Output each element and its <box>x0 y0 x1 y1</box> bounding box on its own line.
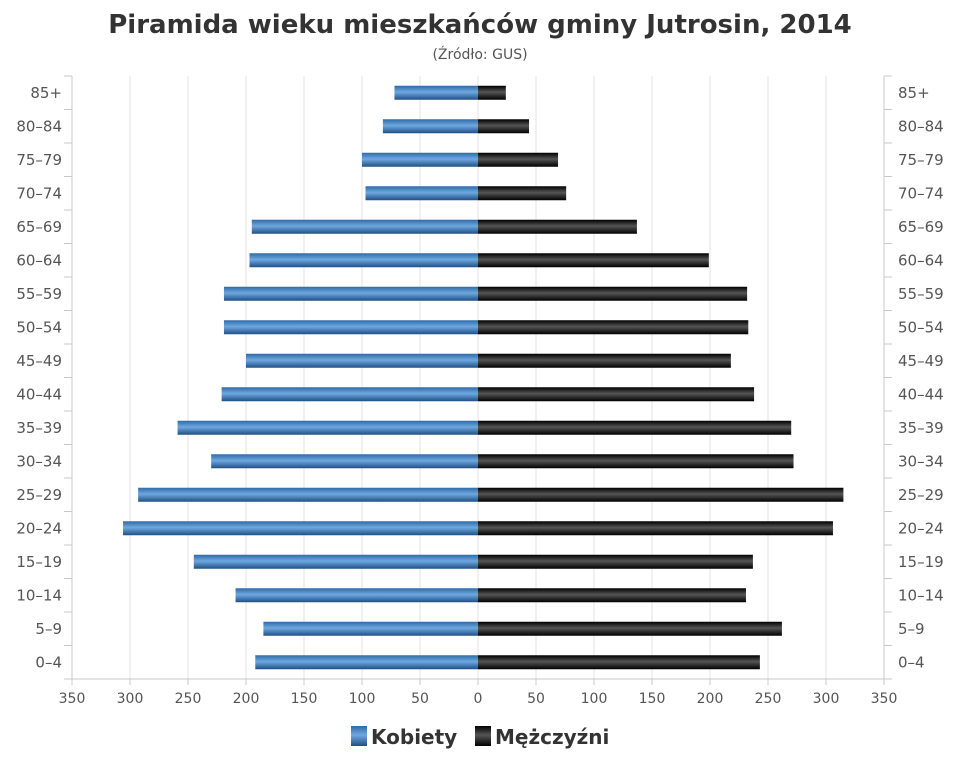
bar-kobiety-45-49 <box>246 353 478 368</box>
bar-mezczyzni-50-54 <box>478 320 749 335</box>
y-tick-label-right: 60–64 <box>898 251 944 269</box>
bar-kobiety-65-69 <box>251 219 478 234</box>
y-tick-label-left: 40–44 <box>16 385 62 403</box>
bars <box>123 85 844 670</box>
x-tick-label: 350 <box>871 691 898 707</box>
y-tick-label-right: 70–74 <box>898 184 944 202</box>
y-tick-label-left: 55–59 <box>16 285 62 303</box>
bar-kobiety-60-64 <box>249 253 478 268</box>
x-tick-label: 250 <box>175 691 202 707</box>
bar-kobiety-0-4 <box>255 655 478 670</box>
y-tick-label-right: 0–4 <box>898 653 925 671</box>
y-tick-label-right: 5–9 <box>898 620 925 638</box>
y-tick-label-right: 65–69 <box>898 218 944 236</box>
y-tick-label-left: 65–69 <box>16 218 62 236</box>
y-tick-label-right: 30–34 <box>898 452 944 470</box>
y-tick-label-left: 20–24 <box>16 519 62 537</box>
bar-mezczyzni-25-29 <box>478 487 844 502</box>
bar-kobiety-50-54 <box>223 320 478 335</box>
bar-mezczyzni-65-69 <box>478 219 637 234</box>
bar-kobiety-15-19 <box>193 554 479 569</box>
legend-kobiety-swatch <box>351 726 367 746</box>
grid-lines <box>129 76 827 679</box>
x-tick-label: 200 <box>233 691 260 707</box>
y-tick-label-left: 30–34 <box>16 452 62 470</box>
y-tick-label-left: 10–14 <box>16 586 62 604</box>
bar-mezczyzni-85+ <box>478 85 506 100</box>
y-tick-label-left: 75–79 <box>16 151 62 169</box>
chart-title: Piramida wieku mieszkańców gminy Jutrosi… <box>108 10 852 40</box>
x-tick-labels: 350 300 250 200 150 100 50 0 50 100 150 200 250 300 35… <box>59 679 898 707</box>
x-tick-label: 300 <box>117 691 144 707</box>
bar-kobiety-80-84 <box>382 119 478 134</box>
y-tick-label-left: 85+ <box>30 84 62 102</box>
y-tick-label-left: 70–74 <box>16 184 62 202</box>
legend-kobiety-label: Kobiety <box>371 725 457 749</box>
y-tick-label-left: 60–64 <box>16 251 62 269</box>
y-tick-label-right: 55–59 <box>898 285 944 303</box>
bar-mezczyzni-75-79 <box>478 152 559 167</box>
y-tick-label-left: 5–9 <box>35 620 62 638</box>
bar-kobiety-20-24 <box>123 521 478 536</box>
x-tick-label: 250 <box>755 691 782 707</box>
x-tick-label: 50 <box>527 691 545 707</box>
y-tick-label-right: 50–54 <box>898 318 944 336</box>
bar-mezczyzni-5-9 <box>478 621 782 636</box>
x-tick-label: 200 <box>697 691 724 707</box>
bar-mezczyzni-15-19 <box>478 554 753 569</box>
bar-kobiety-35-39 <box>177 420 478 435</box>
legend-mezczyzni-label: Mężczyźni <box>495 725 609 749</box>
y-tick-label-right: 85+ <box>898 84 930 102</box>
legend: Kobiety Mężczyźni <box>351 725 609 749</box>
y-tick-label-left: 25–29 <box>16 486 62 504</box>
chart-subtitle: (Źródło: GUS) <box>432 45 527 63</box>
bar-kobiety-10-14 <box>235 588 478 603</box>
y-tick-label-right: 80–84 <box>898 117 944 135</box>
y-tick-label-left: 0–4 <box>35 653 62 671</box>
bar-kobiety-75-79 <box>362 152 478 167</box>
bar-kobiety-5-9 <box>263 621 478 636</box>
y-tick-label-right: 35–39 <box>898 419 944 437</box>
y-tick-label-right: 10–14 <box>898 586 944 604</box>
bar-mezczyzni-10-14 <box>478 588 746 603</box>
x-tick-label: 300 <box>813 691 840 707</box>
bar-kobiety-30-34 <box>211 454 478 469</box>
x-tick-label: 50 <box>411 691 429 707</box>
bar-kobiety-55-59 <box>223 286 478 301</box>
y-tick-label-left: 35–39 <box>16 419 62 437</box>
y-tick-label-right: 40–44 <box>898 385 944 403</box>
y-tick-label-right: 45–49 <box>898 352 944 370</box>
y-tick-label-left: 50–54 <box>16 318 62 336</box>
y-tick-label-left: 80–84 <box>16 117 62 135</box>
bar-kobiety-85+ <box>394 85 478 100</box>
bar-kobiety-25-29 <box>138 487 478 502</box>
y-tick-label-right: 20–24 <box>898 519 944 537</box>
x-tick-label: 100 <box>349 691 376 707</box>
x-tick-label: 0 <box>474 691 483 707</box>
y-tick-label-left: 45–49 <box>16 352 62 370</box>
y-tick-labels: 85+ 85+ 80–84 80–84 75–79 75–79 70–74 70–74 65–6… <box>16 84 943 672</box>
y-tick-label-right: 25–29 <box>898 486 944 504</box>
y-tick-label-right: 75–79 <box>898 151 944 169</box>
x-tick-label: 150 <box>639 691 666 707</box>
bar-mezczyzni-40-44 <box>478 387 755 402</box>
bar-mezczyzni-60-64 <box>478 253 709 268</box>
bar-kobiety-40-44 <box>221 387 478 402</box>
bar-mezczyzni-35-39 <box>478 420 792 435</box>
bar-mezczyzni-45-49 <box>478 353 731 368</box>
y-tick-label-right: 15–19 <box>898 553 944 571</box>
bar-mezczyzni-0-4 <box>478 655 760 670</box>
legend-mezczyzni-swatch <box>475 726 491 746</box>
bar-mezczyzni-55-59 <box>478 286 748 301</box>
bar-mezczyzni-70-74 <box>478 186 567 201</box>
x-tick-label: 100 <box>581 691 608 707</box>
y-tick-label-left: 15–19 <box>16 553 62 571</box>
x-tick-label: 350 <box>59 691 86 707</box>
x-tick-label: 150 <box>291 691 318 707</box>
bar-mezczyzni-80-84 <box>478 119 530 134</box>
bar-kobiety-70-74 <box>365 186 478 201</box>
bar-mezczyzni-30-34 <box>478 454 794 469</box>
bar-mezczyzni-20-24 <box>478 521 833 536</box>
